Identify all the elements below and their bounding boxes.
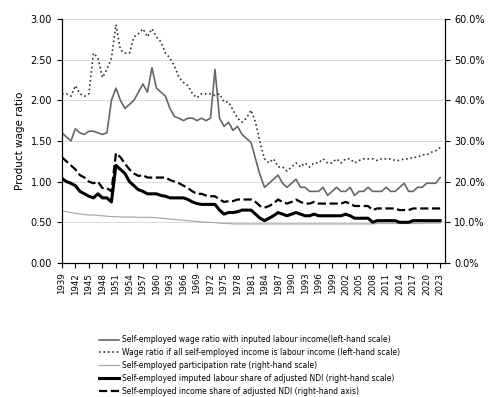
Self-employed participation rate (right-hand scale) (122, 215, 128, 220)
Self-employed income share of adjusted NDI (right-hand axis) (194, 191, 200, 196)
Wage ratio if all self-employed income is labour income (left-hand scale) (284, 169, 290, 173)
Self-employed participation rate (right-hand scale) (172, 217, 177, 222)
Self-employed wage ratio with inputed labour income(left-hand scale) (252, 156, 258, 161)
Wage ratio if all self-employed income is labour income (left-hand scale) (252, 120, 258, 125)
Self-employed income share of adjusted NDI (right-hand axis) (126, 167, 132, 172)
Line: Self-employed imputed labour share of adjusted NDI (right-hand scale): Self-employed imputed labour share of ad… (62, 166, 440, 222)
Self-employed imputed labour share of adjusted NDI (right-hand scale) (424, 218, 430, 223)
Wage ratio if all self-employed income is labour income (left-hand scale) (113, 22, 119, 27)
Self-employed income share of adjusted NDI (right-hand axis) (437, 206, 443, 211)
Self-employed imputed labour share of adjusted NDI (right-hand scale) (180, 195, 186, 200)
Self-employed participation rate (right-hand scale) (190, 219, 196, 224)
Self-employed imputed labour share of adjusted NDI (right-hand scale) (437, 218, 443, 223)
Wage ratio if all self-employed income is labour income (left-hand scale) (180, 80, 186, 85)
Self-employed participation rate (right-hand scale) (437, 221, 443, 225)
Self-employed imputed labour share of adjusted NDI (right-hand scale) (176, 195, 182, 200)
Self-employed participation rate (right-hand scale) (59, 208, 65, 213)
Self-employed wage ratio with inputed labour income(left-hand scale) (176, 116, 182, 121)
Line: Wage ratio if all self-employed income is labour income (left-hand scale): Wage ratio if all self-employed income i… (62, 25, 440, 171)
Self-employed income share of adjusted NDI (right-hand axis) (180, 183, 186, 188)
Self-employed imputed labour share of adjusted NDI (right-hand scale) (370, 220, 376, 225)
Self-employed income share of adjusted NDI (right-hand axis) (176, 181, 182, 186)
Self-employed participation rate (right-hand scale) (252, 222, 258, 226)
Wage ratio if all self-employed income is labour income (left-hand scale) (59, 91, 65, 96)
Self-employed income share of adjusted NDI (right-hand axis) (252, 200, 258, 204)
Self-employed participation rate (right-hand scale) (230, 222, 236, 226)
Y-axis label: Product wage ratio: Product wage ratio (15, 92, 25, 190)
Wage ratio if all self-employed income is labour income (left-hand scale) (194, 96, 200, 100)
Self-employed wage ratio with inputed labour income(left-hand scale) (424, 181, 430, 186)
Self-employed wage ratio with inputed labour income(left-hand scale) (180, 118, 186, 123)
Wage ratio if all self-employed income is labour income (left-hand scale) (424, 152, 430, 157)
Self-employed imputed labour share of adjusted NDI (right-hand scale) (59, 176, 65, 181)
Self-employed wage ratio with inputed labour income(left-hand scale) (324, 193, 330, 198)
Self-employed wage ratio with inputed labour income(left-hand scale) (437, 175, 443, 180)
Line: Self-employed participation rate (right-hand scale): Self-employed participation rate (right-… (62, 211, 440, 224)
Self-employed imputed labour share of adjusted NDI (right-hand scale) (113, 163, 119, 168)
Line: Self-employed income share of adjusted NDI (right-hand axis): Self-employed income share of adjusted N… (62, 153, 440, 210)
Self-employed income share of adjusted NDI (right-hand axis) (59, 155, 65, 160)
Self-employed income share of adjusted NDI (right-hand axis) (370, 208, 376, 212)
Self-employed participation rate (right-hand scale) (419, 221, 425, 226)
Self-employed wage ratio with inputed labour income(left-hand scale) (122, 106, 128, 111)
Self-employed imputed labour share of adjusted NDI (right-hand scale) (252, 212, 258, 216)
Self-employed wage ratio with inputed labour income(left-hand scale) (59, 131, 65, 135)
Legend: Self-employed wage ratio with inputed labour income(left-hand scale), Wage ratio: Self-employed wage ratio with inputed la… (98, 334, 402, 397)
Self-employed imputed labour share of adjusted NDI (right-hand scale) (194, 201, 200, 206)
Self-employed income share of adjusted NDI (right-hand axis) (113, 151, 119, 156)
Self-employed wage ratio with inputed labour income(left-hand scale) (194, 118, 200, 123)
Self-employed participation rate (right-hand scale) (176, 218, 182, 222)
Self-employed imputed labour share of adjusted NDI (right-hand scale) (126, 179, 132, 184)
Self-employed income share of adjusted NDI (right-hand axis) (424, 206, 430, 211)
Wage ratio if all self-employed income is labour income (left-hand scale) (126, 51, 132, 56)
Wage ratio if all self-employed income is labour income (left-hand scale) (176, 75, 182, 80)
Self-employed wage ratio with inputed labour income(left-hand scale) (149, 66, 155, 70)
Wage ratio if all self-employed income is labour income (left-hand scale) (437, 145, 443, 150)
Line: Self-employed wage ratio with inputed labour income(left-hand scale): Self-employed wage ratio with inputed la… (62, 68, 440, 195)
